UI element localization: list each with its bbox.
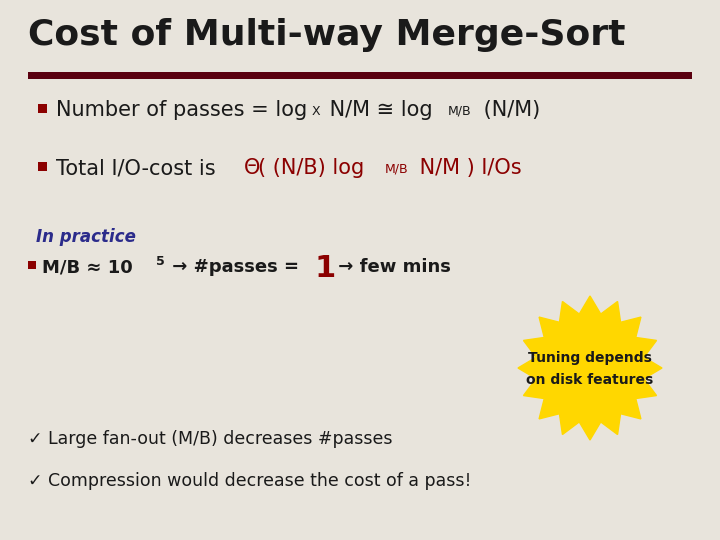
Text: → #passes =: → #passes =	[166, 258, 305, 276]
FancyBboxPatch shape	[28, 72, 692, 79]
FancyBboxPatch shape	[28, 261, 36, 269]
Text: on disk features: on disk features	[526, 373, 654, 387]
FancyBboxPatch shape	[38, 104, 47, 113]
Text: → few mins: → few mins	[332, 258, 451, 276]
Text: X: X	[312, 105, 320, 118]
Text: Cost of Multi-way Merge-Sort: Cost of Multi-way Merge-Sort	[28, 18, 626, 52]
Text: Θ: Θ	[244, 158, 261, 178]
Text: M/B: M/B	[385, 163, 409, 176]
Text: M/B ≈ 10: M/B ≈ 10	[42, 258, 132, 276]
Text: (N/M): (N/M)	[477, 100, 540, 120]
Polygon shape	[518, 296, 662, 440]
Text: In practice: In practice	[36, 228, 136, 246]
Text: 1: 1	[315, 254, 336, 283]
Text: N/M ≅ log: N/M ≅ log	[323, 100, 433, 120]
Text: Number of passes = log: Number of passes = log	[56, 100, 307, 120]
Text: ✓ Compression would decrease the cost of a pass!: ✓ Compression would decrease the cost of…	[28, 472, 472, 490]
Text: 5: 5	[156, 255, 165, 268]
Text: N/M ) I/Os: N/M ) I/Os	[413, 158, 521, 178]
Text: ✓ Large fan-out (M/B) decreases #passes: ✓ Large fan-out (M/B) decreases #passes	[28, 430, 392, 448]
Text: M/B: M/B	[448, 105, 472, 118]
Text: ( (N/B) log: ( (N/B) log	[258, 158, 364, 178]
Text: Total I/O-cost is: Total I/O-cost is	[56, 158, 222, 178]
Text: Tuning depends: Tuning depends	[528, 351, 652, 365]
FancyBboxPatch shape	[38, 162, 47, 171]
